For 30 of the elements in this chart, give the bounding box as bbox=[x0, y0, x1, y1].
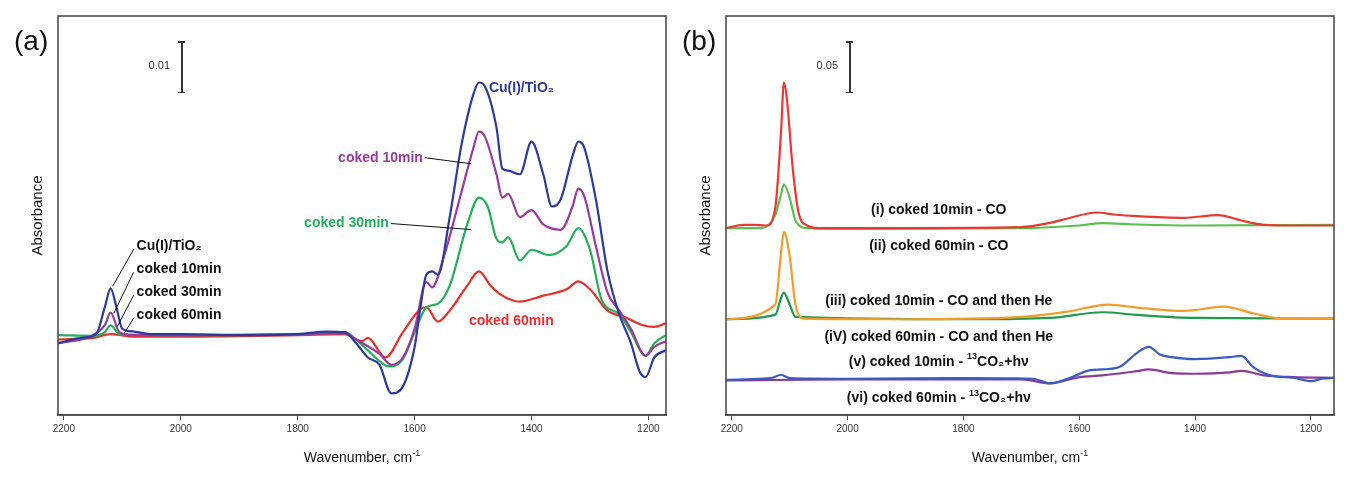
x-tick-label: 1400 bbox=[520, 422, 544, 434]
x-tick-label: 2000 bbox=[169, 422, 193, 434]
text: coked 30min bbox=[304, 214, 389, 231]
x-tick-label: 2200 bbox=[720, 422, 744, 434]
text: 0.01 bbox=[148, 59, 171, 72]
y-axis-title: Absorbance bbox=[696, 175, 714, 256]
annotation: coked 10min bbox=[136, 260, 222, 277]
annotation: Cu(I)/TiO₂ bbox=[136, 237, 202, 254]
x-tick-label: 2200 bbox=[52, 422, 76, 434]
chart-title: (a) bbox=[14, 24, 49, 56]
y-axis-title: Absorbance bbox=[28, 175, 46, 256]
x-tick-label: 1800 bbox=[952, 422, 975, 434]
x-tick-label: 1200 bbox=[1299, 422, 1323, 434]
series-label: (i) coked 10min - CO bbox=[871, 200, 1007, 217]
chart-title: (b) bbox=[682, 24, 717, 56]
series-label: (iii) coked 10min - CO and then He bbox=[825, 292, 1053, 309]
x-tick-label: 1600 bbox=[403, 422, 427, 434]
series-label: (iV) coked 60min - CO and then He bbox=[824, 328, 1054, 345]
x-tick-label: 1800 bbox=[286, 422, 310, 434]
series-label: (ii) coked 60min - CO bbox=[869, 236, 1009, 253]
x-tick-label: 2000 bbox=[836, 422, 860, 434]
annotation: coked 60min bbox=[136, 306, 222, 323]
x-tick-label: 1200 bbox=[637, 422, 661, 434]
x-tick-label: 1600 bbox=[1068, 422, 1091, 434]
text: coked 10min bbox=[338, 148, 423, 165]
series-label: Cu(I)/TiO₂ bbox=[488, 79, 554, 96]
x-tick-label: 1400 bbox=[1183, 422, 1207, 434]
text: 0.05 bbox=[816, 59, 839, 72]
annotation: coked 30min bbox=[136, 283, 222, 300]
series-label: coked 60min bbox=[468, 312, 554, 329]
